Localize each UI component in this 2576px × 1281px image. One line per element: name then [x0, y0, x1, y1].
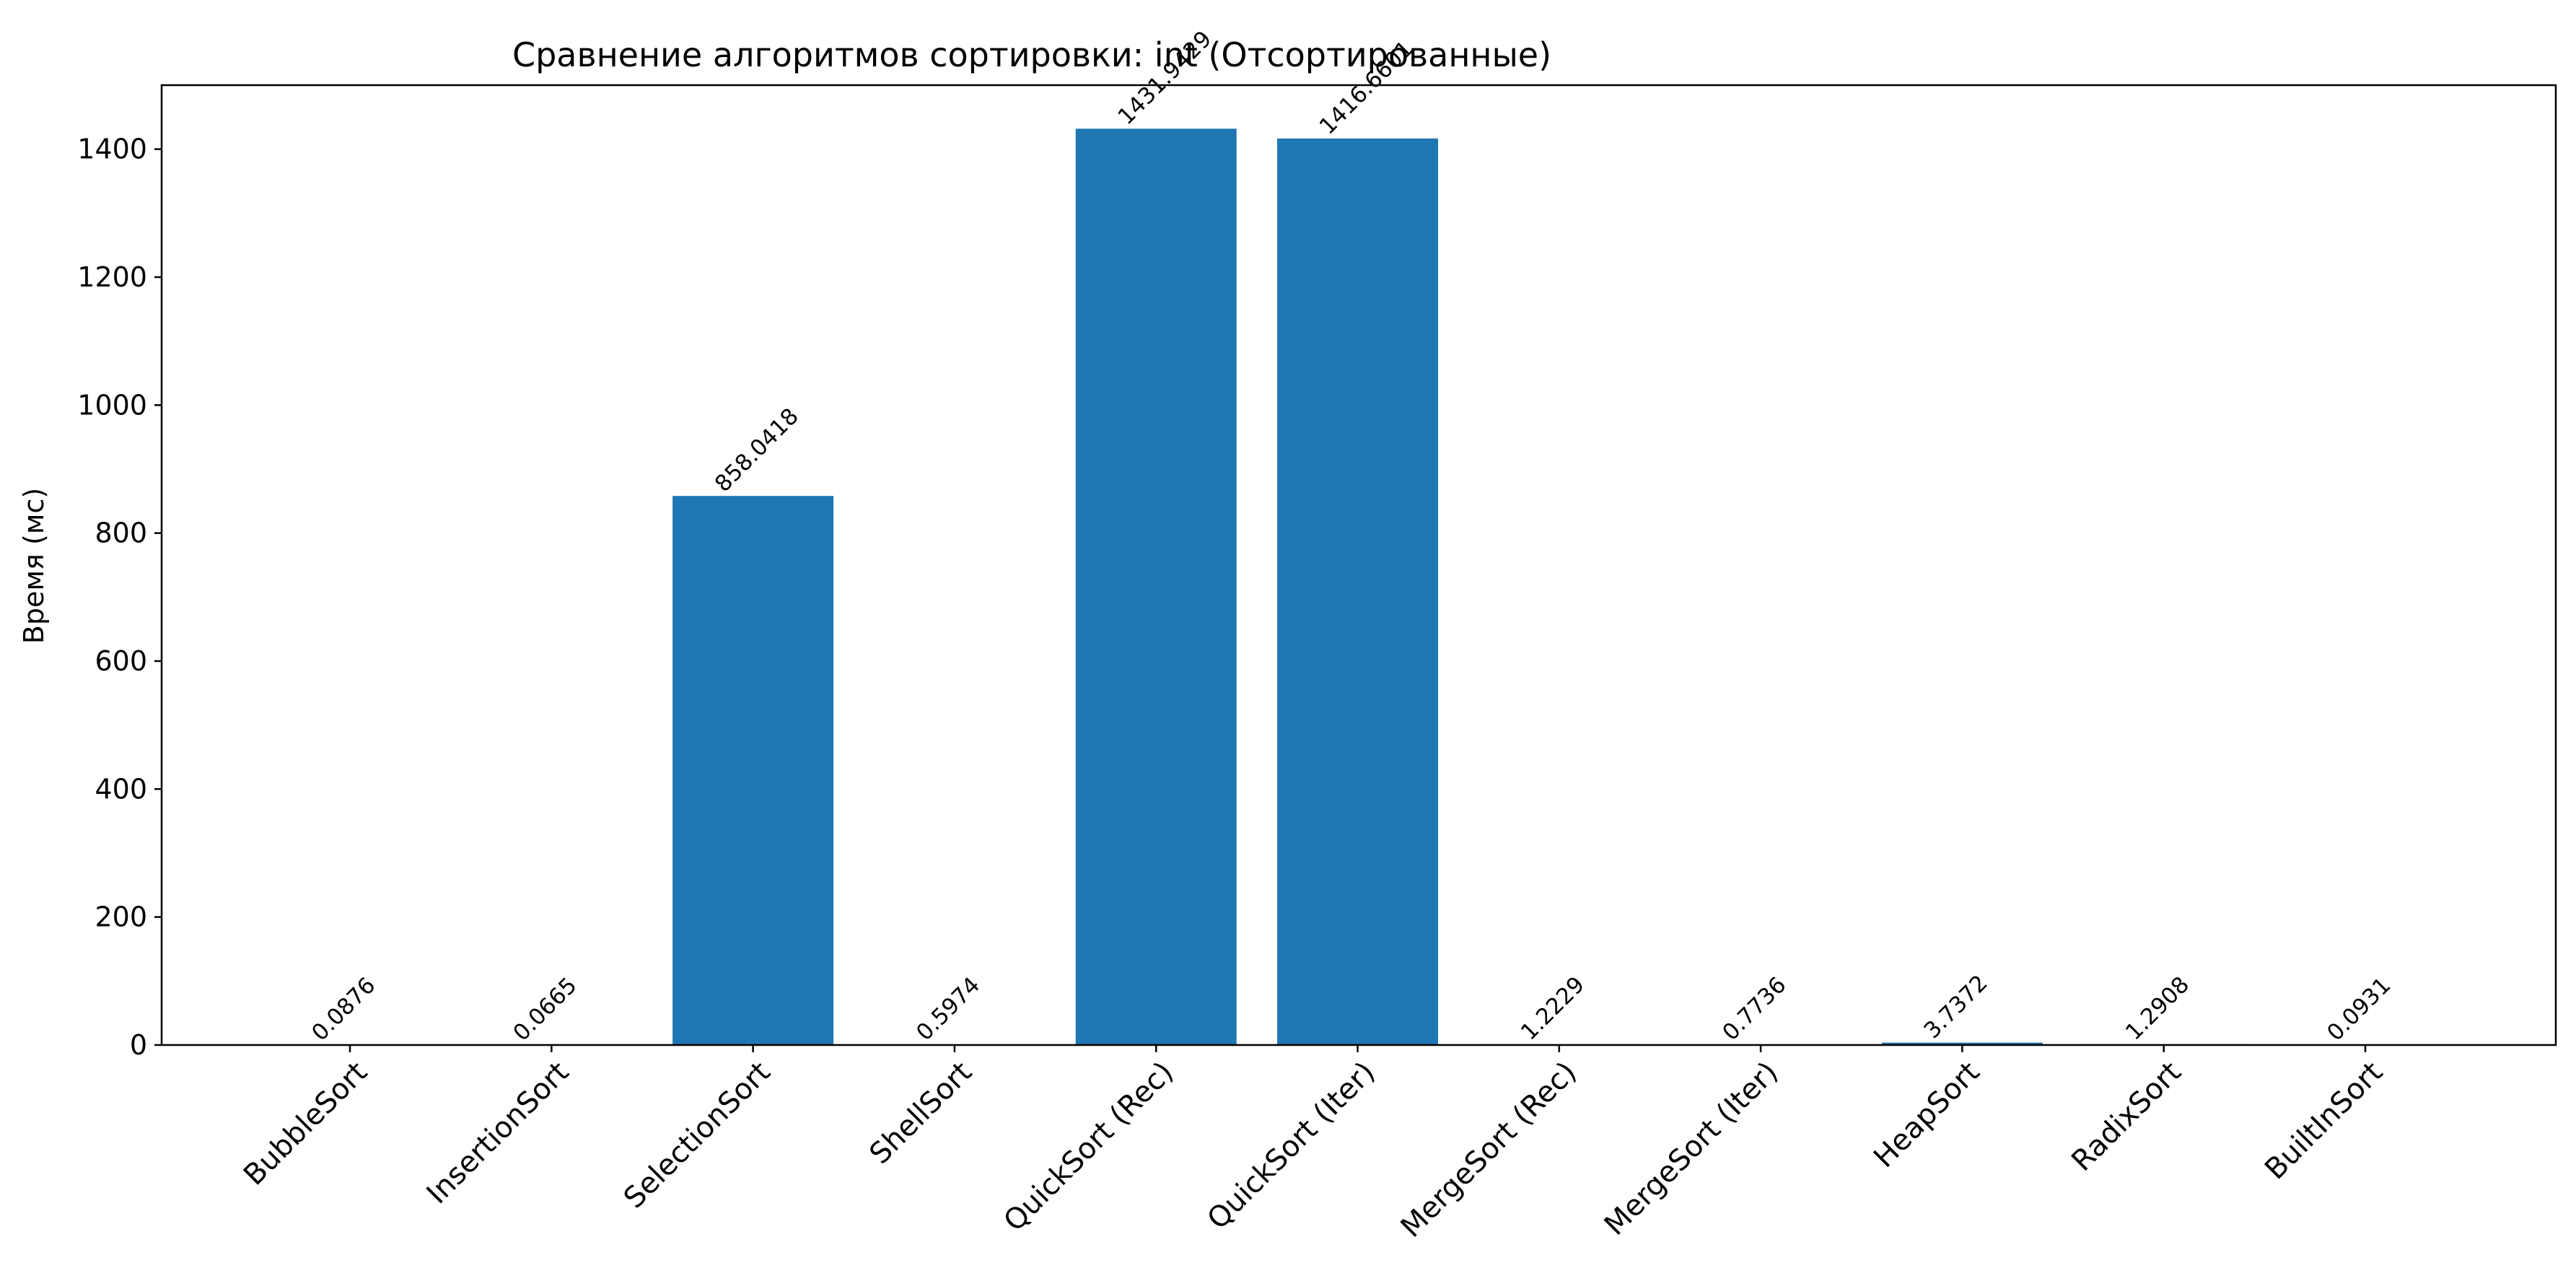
- bar: [1075, 128, 1237, 1045]
- x-tick-label: SelectionSort: [618, 1056, 777, 1215]
- x-tick-label: BuiltInSort: [2259, 1056, 2389, 1186]
- y-tick-label: 1400: [77, 134, 147, 165]
- x-tick-label: QuickSort (Rec): [997, 1056, 1180, 1238]
- x-tick-label: ShellSort: [863, 1056, 978, 1171]
- x-tick-label: RadixSort: [2065, 1056, 2187, 1178]
- y-tick-label: 1000: [77, 389, 147, 421]
- y-tick-label: 400: [95, 773, 147, 805]
- plot-frame: [160, 84, 2557, 1046]
- x-tick-label: HeapSort: [1867, 1056, 1986, 1174]
- bar-value-label: 858.0418: [710, 403, 804, 497]
- bar-value-label: 0.0876: [307, 972, 380, 1046]
- bar-value-label: 0.7736: [1717, 972, 1791, 1046]
- y-axis-ticks: 0 200 400 600 800 1000 1200 1400: [77, 134, 162, 1061]
- x-tick-label: InsertionSort: [421, 1056, 576, 1211]
- bars: [269, 128, 2446, 1045]
- y-tick-label: 800: [95, 517, 147, 549]
- x-tick-label: BubbleSort: [237, 1056, 374, 1192]
- y-tick-label: 600: [95, 645, 147, 677]
- y-tick-label: 0: [130, 1029, 147, 1061]
- y-axis-label: Время (мс): [18, 488, 50, 644]
- x-tick-label: QuickSort (Iter): [1201, 1056, 1382, 1236]
- y-tick-label: 1200: [77, 261, 147, 293]
- y-tick-label: 200: [95, 901, 147, 933]
- bar-value-label: 1.2908: [2121, 971, 2194, 1045]
- x-tick-label: MergeSort (Rec): [1395, 1056, 1583, 1244]
- bar-value-label: 0.5974: [911, 972, 985, 1046]
- x-axis-ticks: BubbleSort InsertionSort SelectionSort Shel…: [237, 1045, 2389, 1244]
- bar-value-label: 3.7372: [1919, 970, 1993, 1044]
- bar-value-label: 1.2229: [1516, 971, 1590, 1045]
- chart-title: Сравнение алгоритмов сортировки: int (От…: [512, 35, 1551, 74]
- bar-value-label: 0.0931: [2322, 972, 2396, 1046]
- bar: [673, 496, 834, 1045]
- bar: [1277, 138, 1438, 1045]
- bar-value-label: 0.0665: [509, 972, 582, 1046]
- x-tick-label: MergeSort (Iter): [1598, 1056, 1784, 1242]
- bar: [1881, 1042, 2043, 1045]
